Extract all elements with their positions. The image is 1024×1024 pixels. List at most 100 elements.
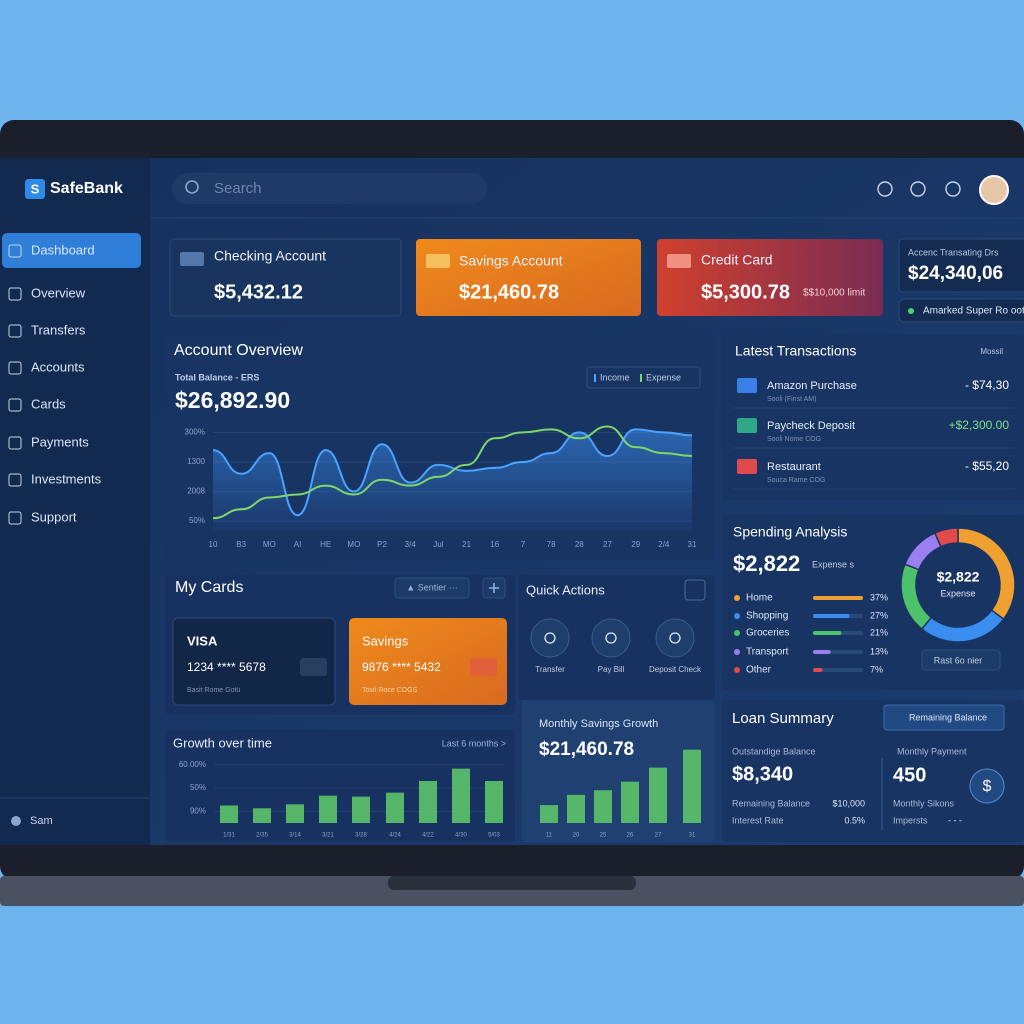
rate-label: Interest Rate <box>732 815 784 825</box>
account-balance: $5,300.78 <box>701 281 790 303</box>
x-tick-label: 4/22 <box>422 833 434 839</box>
title: Quick Actions <box>526 582 605 597</box>
nav-item: Payments <box>31 434 89 449</box>
category-label: Shopping <box>746 611 788 622</box>
card-number: 1234 **** 5678 <box>187 660 266 674</box>
x-tick-label: AI <box>294 540 302 549</box>
remaining-label: Remaining Balance <box>732 798 810 808</box>
filter-button[interactable] <box>394 577 470 599</box>
legend-box <box>586 366 701 389</box>
payment-label: Monthly Payment <box>897 746 967 756</box>
card-brand: VISA <box>187 633 218 648</box>
card-action[interactable] <box>300 658 327 676</box>
bar <box>621 781 639 823</box>
center-label: Expense <box>940 588 975 598</box>
x-tick-label: 31 <box>689 833 696 839</box>
x-tick-label: P2 <box>377 540 387 549</box>
spend-bar <box>813 596 863 600</box>
spend-bar <box>813 668 823 672</box>
loan-button[interactable] <box>883 704 1005 731</box>
nav-icon[interactable] <box>8 244 22 258</box>
toolbar-icon[interactable] <box>945 181 961 197</box>
x-tick-label: 11 <box>546 833 553 839</box>
x-tick-label: 25 <box>600 833 607 839</box>
bar <box>352 796 370 823</box>
x-tick-label: 27 <box>603 540 612 549</box>
x-tick-label: B3 <box>236 540 246 549</box>
category-label: Transport <box>746 647 789 658</box>
title: Latest Transactions <box>735 343 856 359</box>
nav-item: Accounts <box>31 359 85 374</box>
transaction-icon <box>737 459 757 474</box>
action-button[interactable] <box>530 618 570 658</box>
y-tick-label: 50% <box>189 516 205 525</box>
outstanding-label: Outstandige Balance <box>732 746 816 756</box>
bar <box>386 792 404 823</box>
legend-swatch <box>594 374 596 382</box>
transaction-detail: Souca Rame COG <box>767 477 825 484</box>
spend-bar <box>813 650 831 654</box>
loan-panel <box>722 700 1024 842</box>
rate: 0.5% <box>844 815 865 825</box>
value-label: 7% <box>870 664 883 674</box>
x-tick-label: Jul <box>433 540 443 549</box>
transaction-name: Amazon Purchase <box>767 380 857 392</box>
transaction-detail: Sooli (Finst AM) <box>767 396 816 403</box>
nav-icon[interactable] <box>8 324 22 338</box>
bar <box>485 781 503 823</box>
action-button[interactable] <box>655 618 695 658</box>
action-glyph <box>605 632 617 644</box>
legend-dot <box>734 649 740 655</box>
transaction-amount: +$2,300.00 <box>949 418 1010 432</box>
action-button[interactable] <box>591 618 631 658</box>
brand-logo <box>25 179 45 199</box>
x-tick-label: 1/31 <box>223 833 235 839</box>
filter-pill[interactable] <box>921 649 1001 671</box>
plus-icon <box>489 583 499 593</box>
action-label: Deposit Check <box>649 665 702 674</box>
transaction-name: Restaurant <box>767 461 821 473</box>
x-tick-label: 10 <box>209 540 218 549</box>
legend-dot <box>734 595 740 601</box>
toolbar-icon[interactable] <box>910 181 926 197</box>
card-brand: Savings <box>362 633 409 648</box>
limit: $$10,000 limit <box>803 288 865 299</box>
nav-icon[interactable] <box>8 287 22 301</box>
toolbar-icon[interactable] <box>877 181 893 197</box>
search-box[interactable] <box>172 173 487 204</box>
status-dot <box>908 308 914 314</box>
nav-icon[interactable] <box>8 511 22 525</box>
nav-item: Dashboard <box>31 242 95 257</box>
filter: ▲ Sentier ··· <box>406 582 457 592</box>
nav-icon[interactable] <box>8 473 22 487</box>
x-tick-label: 3/4 <box>405 540 417 549</box>
card-icon <box>667 254 691 268</box>
nav-icon[interactable] <box>8 361 22 375</box>
account-name: Checking Account <box>214 248 326 264</box>
user: Sam <box>30 815 53 827</box>
bar <box>319 795 337 823</box>
x-tick-label: 20 <box>573 833 580 839</box>
nav-icon[interactable] <box>8 398 22 412</box>
action-glyph <box>669 632 681 644</box>
y-tick-label: 90% <box>190 806 206 815</box>
nav-item: Support <box>31 509 77 524</box>
legend-dot <box>734 667 740 673</box>
x-tick-label: 5/03 <box>488 833 500 839</box>
nav-icon[interactable] <box>8 436 22 450</box>
center-total: $2,822 <box>937 569 980 585</box>
nav-item: Transfers <box>31 322 86 337</box>
interest: - - - <box>948 815 962 825</box>
bar-track <box>813 668 863 672</box>
x-tick-label: 21 <box>462 540 471 549</box>
loan-icon-circle <box>969 768 1005 804</box>
recent-card <box>898 238 1024 293</box>
x-tick-label: 26 <box>627 833 634 839</box>
spend-bar <box>813 614 850 618</box>
laptop-base <box>0 876 1024 906</box>
card-action[interactable] <box>470 658 497 676</box>
title: My Cards <box>175 579 243 596</box>
x-tick-label: 4/24 <box>389 833 401 839</box>
card-number: 9876 **** 5432 <box>362 660 441 674</box>
